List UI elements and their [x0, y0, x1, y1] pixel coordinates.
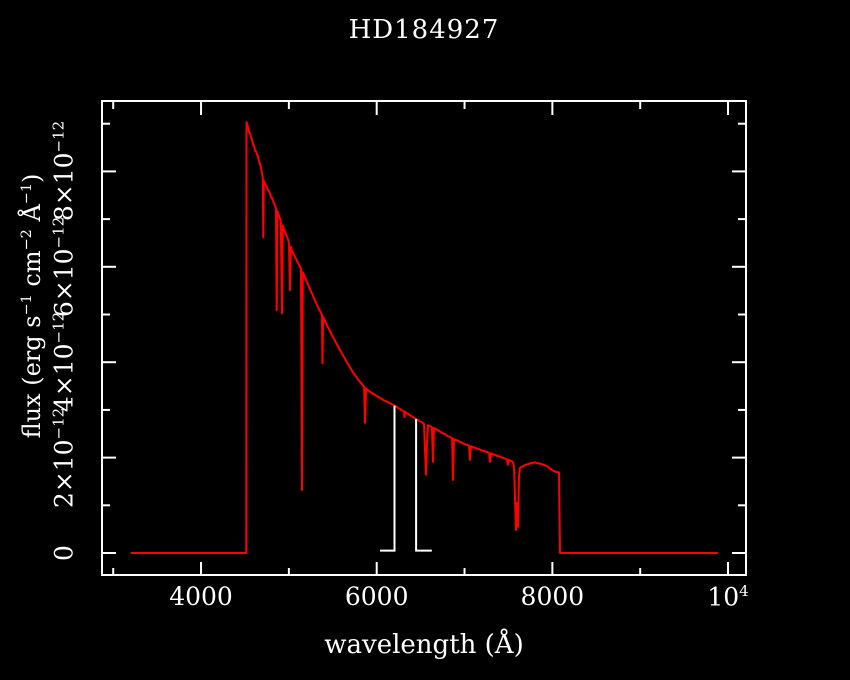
- chart-title: HD184927: [348, 15, 500, 45]
- x-tick-label-6000: 6000: [344, 582, 409, 611]
- y-tick-label-8: 8×10−12: [49, 121, 79, 222]
- plot-box: [101, 100, 747, 576]
- spectrum-line: [131, 121, 718, 554]
- x-axis-label: wavelength (Å): [324, 630, 524, 660]
- x-tick-label-8000: 8000: [520, 582, 585, 611]
- y-tick-label-4: 4×10−12: [49, 312, 79, 413]
- y-axis-label: flux (erg s−1 cm−2 Å−1): [18, 173, 46, 439]
- right-measurement-marker: [415, 419, 432, 552]
- y-tick-label-2: 2×10−12: [49, 407, 79, 508]
- x-tick-label-4000: 4000: [169, 582, 233, 611]
- left-measurement-marker: [380, 405, 396, 552]
- y-tick-label-6: 6×10−12: [49, 216, 79, 317]
- y-tick-label-0: 0: [49, 545, 79, 561]
- x-tick-label-10000: 104: [707, 582, 749, 612]
